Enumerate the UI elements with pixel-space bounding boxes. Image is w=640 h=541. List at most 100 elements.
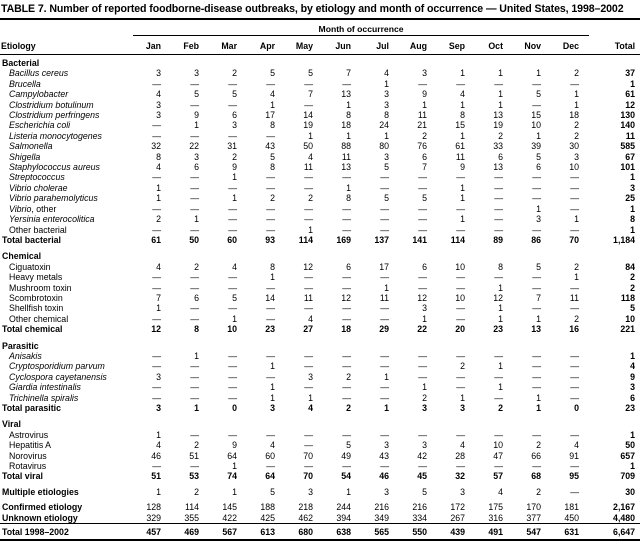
month-value-cell: 15 [531,110,541,121]
row-yersinia-enterocolitica: Yersinia enterocolitica 2 1 — — — — — — 1 — 3 1 8 [0,214,640,224]
month-value-cell: 216 [374,502,389,513]
row-label: Clostridium perfringens [9,110,100,121]
month-value-cell: 3 [232,120,237,131]
month-value-cell: — [418,224,427,235]
total-cell: 3 [630,182,636,193]
month-value-cell: 1 [156,486,161,497]
row-label: Multiple etiologies [2,486,79,497]
month-value-cell: 14 [265,292,275,303]
month-value-cell: 11 [303,162,313,173]
month-value-cell: — [266,313,275,324]
month-value-cell: 39 [531,141,541,152]
month-value-cell: 2 [574,313,580,324]
month-value-cell: — [570,392,580,403]
month-value-cell: 175 [488,502,503,513]
total-cell: 1 [630,203,636,214]
month-value-cell: 1 [536,392,541,403]
row-label: Total chemical [2,324,63,335]
month-value-cell: 3 [422,68,427,79]
month-value-cell: 10 [493,440,503,451]
month-value-cell: 95 [569,471,580,482]
row-vibrio-cholerae: Vibrio cholerae 1 — — — — 1 — — 1 — — — 3 [0,183,640,193]
month-value-cell: — [494,172,503,183]
month-value-cell: 3 [384,89,389,100]
month-value-cell: — [532,224,541,235]
month-value-cell: 1 [156,429,161,440]
row-shigella: Shigella 8 3 2 5 4 11 3 6 11 6 5 3 67 [0,152,640,162]
column-header-row: Etiology Jan Feb Mar Apr May Jun Jul Aug Sep Oct N… [0,35,640,55]
month-value-cell: — [456,461,465,472]
month-value-cell: — [570,78,580,89]
month-value-cell: 4 [498,486,503,497]
month-value-cell: 631 [551,523,590,541]
month-value-cell: 2 [536,440,541,451]
month-value-cell: 7 [422,162,427,173]
month-value-cell: 4 [308,313,313,324]
row-total-parasitic: Total parasitic 3 1 0 3 4 2 1 3 3 2 1 0 23 [0,403,640,413]
month-value-cell: 1 [460,130,465,141]
month-value-cell: — [266,371,275,382]
total-cell: 12 [625,99,636,110]
month-value-cell: — [570,182,580,193]
month-value-cell: — [532,303,541,314]
row-label: Shellfish toxin [9,303,64,314]
month-value-cell: — [456,282,465,293]
month-value-cell: — [532,350,541,361]
outbreaks-by-month-table: Month of occurrence Etiology Jan Feb Mar Ap… [0,20,640,541]
section-header-label: Viral [2,419,21,430]
month-value-cell: 70 [303,471,313,482]
month-value-cell: 42 [417,450,427,461]
month-value-cell: 1 [574,99,580,110]
row-other-chemical: Other chemical — — 1 — 4 — — 1 — 1 1 2 10 [0,314,640,324]
month-value-cell: 1 [194,350,199,361]
month-value-cell: — [342,429,351,440]
month-value-cell: 27 [303,324,313,335]
month-value-cell: — [190,193,199,204]
total-cell: 3 [630,382,636,393]
month-value-cell: — [228,282,237,293]
total-cell: 118 [620,292,636,303]
month-value-cell: 8 [460,110,465,121]
month-value-cell: 4 [460,89,465,100]
month-value-cell: 1 [194,214,199,225]
month-value-cell: 22 [417,324,427,335]
month-value-cell: 10 [227,324,237,335]
row-shellfish-toxin: Shellfish toxin 1 — — — — — — 3 — 1 — — 5 [0,303,640,313]
total-cell: 101 [620,162,636,173]
month-value-cell: — [532,429,541,440]
month-value-cell: 267 [450,512,465,523]
month-value-cell: — [228,303,237,314]
month-value-cell: 2 [270,193,275,204]
month-value-cell: 3 [422,440,427,451]
month-value-cell: 145 [222,502,237,513]
row-escherichia-coli: Escherichia coli — 1 3 8 19 18 24 21 15 19 10 2 140 [0,120,640,130]
month-value-cell: — [152,272,161,283]
month-value-cell: 13 [341,89,351,100]
row-label: Vibrio cholerae [9,182,68,193]
month-value-cell: 18 [569,110,580,121]
row-unknown-etiology: Unknown etiology 329 355 422 425 462 394 349 334… [0,513,640,524]
month-value-cell: 3 [194,68,199,79]
month-value-cell: 377 [526,512,541,523]
month-value-cell: 137 [374,234,389,245]
month-value-cell: — [266,303,275,314]
total-cell: 4,480 [613,512,636,523]
month-value-cell: — [266,429,275,440]
month-value-cell: — [380,429,389,440]
row-label: Trichinella spiralis [9,392,79,403]
month-value-cell: — [304,350,313,361]
month-value-cell: 1 [270,99,275,110]
month-value-cell: — [380,214,389,225]
total-column-header: Total [589,35,640,55]
month-value-cell: — [570,172,580,183]
month-value-cell: 3 [384,486,389,497]
month-value-cell: 2 [536,486,541,497]
month-value-cell: 394 [336,512,351,523]
month-value-cell: 22 [189,141,199,152]
total-cell: 585 [620,141,636,152]
month-value-cell: — [494,429,503,440]
month-value-cell: 4 [308,151,313,162]
row-label: Campylobacter [9,89,69,100]
row-label: Norovirus [9,450,47,461]
month-value-cell: — [494,203,503,214]
